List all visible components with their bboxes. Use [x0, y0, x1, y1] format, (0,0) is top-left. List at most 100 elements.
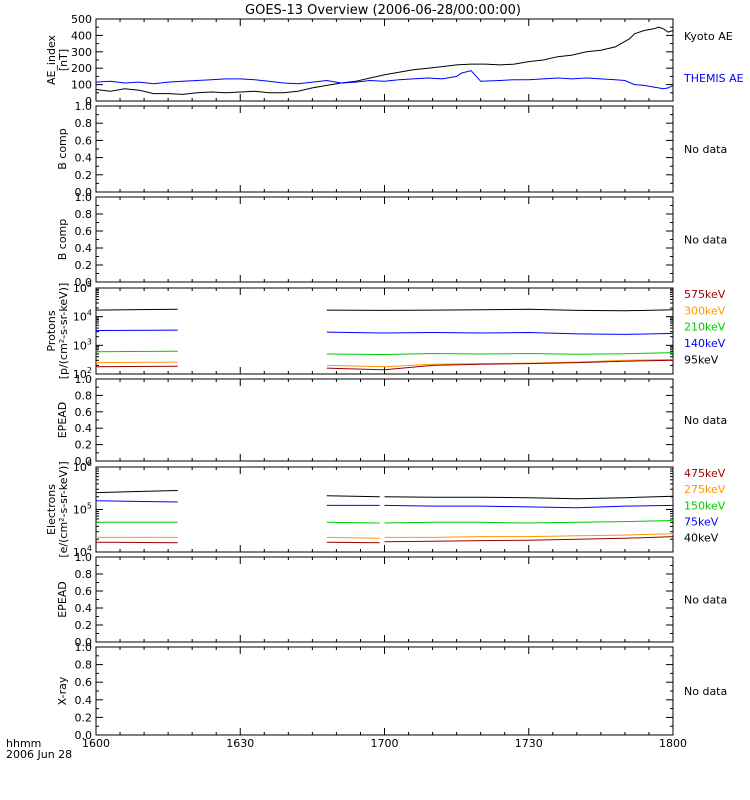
y-axis-label: B comp: [56, 219, 69, 261]
y-tick-label: 0.6: [75, 225, 93, 238]
legend-label: 475keV: [684, 467, 726, 480]
y-tick-label: 0: [85, 95, 92, 108]
series-line-150kev: [384, 520, 674, 524]
y-axis-label: [p/(cm²-s-sr-keV)]: [57, 283, 70, 380]
legend-label: 575keV: [684, 288, 726, 301]
panel-b2: 0.0 0.2 0.4 0.6 0.8 1.0 B comp No data: [56, 191, 727, 289]
legend-label: 300keV: [684, 304, 726, 317]
y-tick-label: 0.4: [75, 152, 93, 165]
y-tick-label: 0.0: [75, 186, 93, 199]
y-axis-label: Electrons: [45, 484, 58, 535]
y-tick-label: 0.4: [75, 422, 93, 435]
y-tick-label: 105: [73, 280, 92, 295]
y-tick-label: 0.2: [75, 259, 93, 272]
y-tick-label: 103: [73, 337, 92, 352]
panel-frame: [95, 287, 674, 375]
y-tick-label: 0.6: [75, 406, 93, 419]
y-tick-label: 0.4: [75, 242, 93, 255]
panel-frame: [95, 196, 674, 283]
y-axis-label: X-ray: [56, 676, 69, 705]
x-tick-label: 1600: [82, 737, 110, 750]
y-tick-label: 0.4: [75, 602, 93, 615]
plot-title: GOES-13 Overview (2006-06-28/00:00:00): [245, 3, 521, 18]
y-tick-label: 0.8: [75, 117, 93, 130]
y-tick-label: 0.6: [75, 585, 93, 598]
y-tick-label: 0.0: [75, 636, 93, 649]
y-tick-label: 1.0: [75, 551, 93, 564]
series-line-75kev: [384, 504, 674, 509]
y-tick-label: 0.2: [75, 619, 93, 632]
series-line-300kev: [326, 359, 674, 368]
series-line-140kev: [326, 331, 674, 335]
series-line-575kev: [326, 359, 674, 371]
y-tick-label: 0.4: [75, 694, 93, 707]
legend-label: Kyoto AE: [684, 30, 733, 43]
panel-frame: [95, 646, 674, 736]
series-line-40kev: [326, 495, 380, 498]
y-axis-label: EPEAD: [56, 402, 69, 439]
no-data-label: No data: [684, 594, 727, 607]
y-tick-label: 1.0: [75, 373, 93, 386]
x-tick-label: 1800: [659, 737, 687, 750]
series-line-210kev: [326, 352, 674, 356]
legend-label: 40keV: [684, 532, 719, 545]
no-data-label: No data: [684, 685, 727, 698]
y-tick-label: 0.6: [75, 134, 93, 147]
y-tick-label: 0.2: [75, 439, 93, 452]
panel-ae: 0 100 200 300 400 500 AE_index [nT] Kyoto AE THEM…: [45, 13, 744, 108]
footer-date: 2006 Jun 28: [6, 748, 72, 761]
y-axis-label: Protons: [45, 310, 58, 351]
y-tick-label: 0.0: [75, 276, 93, 289]
x-tick-label: 1730: [515, 737, 543, 750]
legend-label: 140keV: [684, 337, 726, 350]
y-tick-label: 400: [71, 29, 92, 42]
panel-frame: [95, 556, 674, 643]
y-tick-label: 105: [73, 502, 92, 517]
y-tick-label: 0.0: [75, 729, 93, 742]
x-tick-label: 1700: [371, 737, 399, 750]
panel-frame: [95, 378, 674, 462]
y-tick-label: 500: [71, 13, 92, 26]
no-data-label: No data: [684, 414, 727, 427]
y-tick-label: 104: [73, 309, 92, 324]
panel-epead1: 0.0 0.2 0.4 0.6 0.8 1.0 EPEAD No data: [56, 373, 727, 468]
series-line-75kev: [95, 500, 178, 503]
x-tick-label: 1630: [226, 737, 254, 750]
series-line-150kev: [326, 521, 380, 524]
y-tick-label: 300: [71, 46, 92, 59]
y-tick-label: 0.0: [75, 455, 93, 468]
y-tick-label: 1.0: [75, 100, 93, 113]
y-tick-label: 0.8: [75, 659, 93, 672]
series-line-95kev: [95, 308, 178, 311]
series-line-275kev: [326, 536, 380, 539]
legend-label: 75keV: [684, 515, 719, 528]
no-data-label: No data: [684, 143, 727, 156]
series-line-40kev: [95, 490, 178, 494]
series-line-300kev: [95, 361, 178, 364]
series-line-kyoto-ae: [95, 26, 674, 95]
y-axis-label: AE_index: [45, 34, 58, 85]
y-tick-label: 100: [71, 79, 92, 92]
series-line-475kev: [384, 536, 674, 543]
panels-group: 0 100 200 300 400 500 AE_index [nT] Kyoto AE THEM…: [45, 13, 744, 750]
series-line-475kev: [326, 541, 380, 544]
series-line-40kev: [384, 495, 674, 500]
series-line-themis-ae: [95, 70, 674, 90]
y-tick-label: 106: [73, 459, 92, 474]
y-tick-label: 0.8: [75, 208, 93, 221]
y-tick-label: 0.8: [75, 389, 93, 402]
panel-frame: [95, 18, 674, 102]
y-tick-label: 1.0: [75, 191, 93, 204]
series-line-475kev: [95, 541, 178, 544]
panel-b1: 0.0 0.2 0.4 0.6 0.8 1.0 B comp No data: [56, 100, 727, 199]
legend-label: 95keV: [684, 353, 719, 366]
legend-label: THEMIS AE: [683, 72, 744, 85]
no-data-label: No data: [684, 234, 727, 247]
y-tick-label: 0.2: [75, 711, 93, 724]
panel-frame: [95, 105, 674, 193]
y-axis-label: [e/(cm²-s-sr-keV)]: [57, 461, 70, 557]
series-line-95kev: [326, 308, 674, 312]
legend-label: 210keV: [684, 321, 726, 334]
y-tick-label: 1.0: [75, 641, 93, 654]
